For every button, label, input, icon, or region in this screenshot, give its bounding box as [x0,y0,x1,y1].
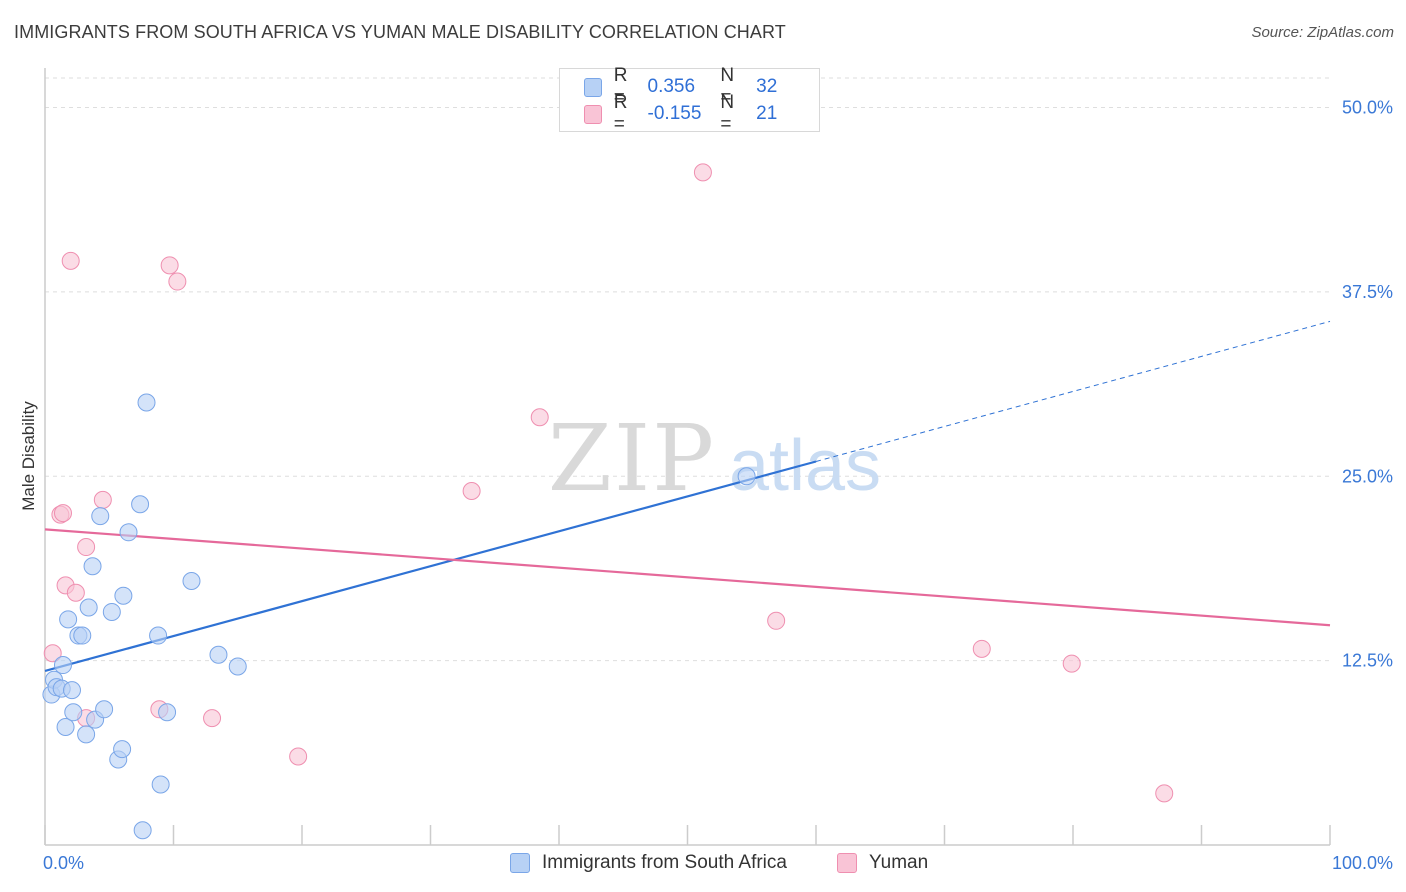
point-south-africa [62,681,81,700]
point-south-africa [114,586,133,605]
point-south-africa [102,602,121,621]
x-tick-label-min: 0.0% [43,853,84,873]
point-yuman [1155,784,1174,803]
point-south-africa [228,657,247,676]
grid-lines [45,77,1330,662]
trend-line-south-africa [44,460,817,673]
point-yuman [1062,654,1081,673]
point-south-africa [209,645,228,664]
point-south-africa [158,703,177,722]
trend-lines [44,320,1331,673]
point-south-africa [83,557,102,576]
point-yuman [972,639,991,658]
point-yuman [61,251,80,270]
point-south-africa [79,598,98,617]
point-yuman [530,408,549,427]
point-yuman [693,163,712,182]
point-yuman [160,256,179,275]
trend-line-south-africa-extension [815,320,1331,462]
legend-n-value: 21 [756,103,778,124]
point-south-africa [737,467,756,486]
data-points [42,163,1174,840]
y-tick-label: 12.5% [1342,651,1393,671]
point-south-africa [56,718,75,736]
legend-swatch-blue [584,77,602,97]
series-label-yuman: Yuman [869,852,929,873]
watermark-zip: ZIP [548,405,716,512]
point-south-africa [53,656,72,675]
series-legend-yuman[interactable]: Yuman [837,852,928,874]
legend-n-label: N = [720,92,735,135]
point-yuman [43,644,62,663]
trend-line-yuman [44,528,1331,627]
series-swatch-blue [510,853,530,873]
point-yuman [77,538,96,557]
legend-r-value: 0.356 [647,76,696,97]
x-tick-label-max: 100.0% [1332,853,1393,873]
tick-labels: 12.5% 25.0% 37.5% 50.0% 0.0% 100.0% [43,98,1393,874]
point-yuman [289,747,308,766]
y-tick-label: 25.0% [1342,466,1393,486]
point-south-africa [151,775,170,794]
point-yuman [203,709,222,728]
point-south-africa [137,393,156,412]
series-swatch-pink [837,853,857,873]
point-south-africa [73,626,92,645]
point-yuman [53,504,72,523]
point-south-africa [95,700,114,719]
point-yuman [462,482,481,500]
point-yuman [93,490,112,509]
chart-title: IMMIGRANTS FROM SOUTH AFRICA VS YUMAN MA… [14,22,786,42]
point-yuman [66,583,85,602]
series-label-south-africa: Immigrants from South Africa [542,852,787,873]
watermark-atlas: atlas [729,426,881,506]
legend-n-value: 32 [756,76,778,97]
y-tick-label: 50.0% [1342,98,1393,118]
point-yuman [168,272,187,291]
point-south-africa [113,740,132,759]
axes [44,68,1331,846]
point-south-africa [77,725,96,744]
point-south-africa [119,523,138,542]
point-south-africa [133,821,152,840]
y-tick-label: 37.5% [1342,282,1393,302]
series-legend: Immigrants from South Africa Yuman [0,852,1406,878]
series-legend-south-africa[interactable]: Immigrants from South Africa [510,852,787,874]
point-south-africa [91,507,110,526]
legend-row-yuman: R = -0.155 N = 21 [584,92,819,135]
legend-r-label: R = [613,65,628,108]
point-yuman [767,611,786,630]
watermark: ZIP atlas [548,405,881,512]
source-label: Source: ZipAtlas.com [1251,24,1394,41]
correlation-legend: R = 0.356 N = 32 R = -0.155 N = 21 [559,65,820,135]
legend-row-south-africa: R = 0.356 N = 32 [584,65,819,108]
point-south-africa [59,610,78,629]
legend-swatch-pink [584,104,602,124]
point-south-africa [131,495,150,514]
point-south-africa [64,703,83,722]
legend-r-value: -0.155 [647,103,702,124]
legend-r-label: R = [613,92,628,135]
legend-n-label: N = [720,65,735,108]
point-south-africa [149,626,168,645]
point-south-africa [182,571,201,590]
